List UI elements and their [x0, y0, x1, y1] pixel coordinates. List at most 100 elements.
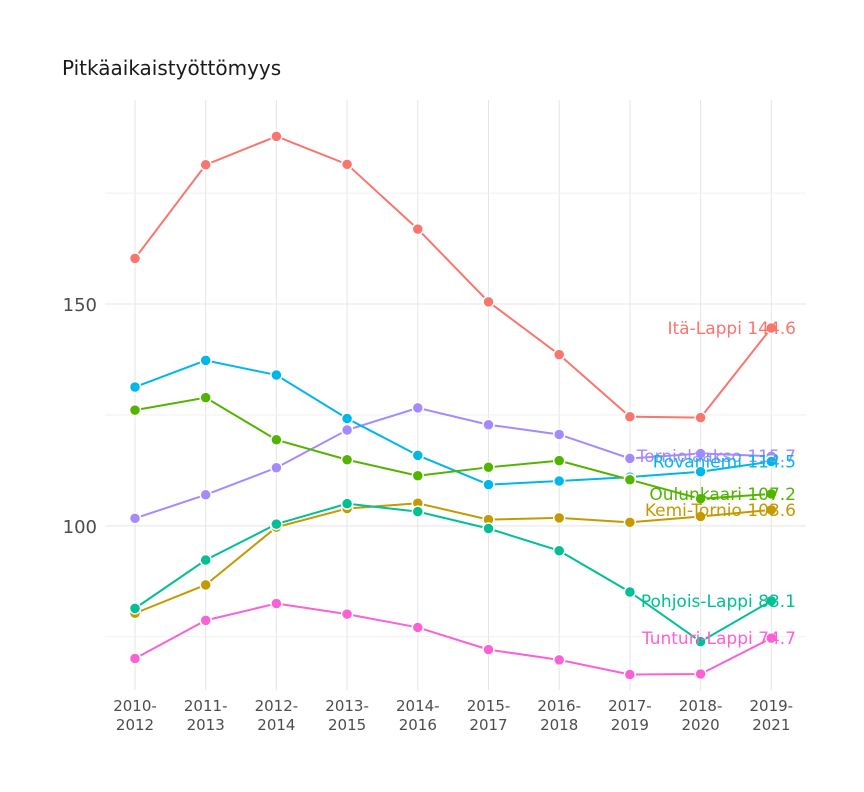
data-point-oulunkaari: [340, 453, 354, 467]
data-point-oulunkaari: [128, 403, 142, 417]
x-tick-label-line: 2018: [540, 716, 578, 734]
x-tick-label-line: 2021: [752, 716, 790, 734]
x-tick-label-line: 2019: [611, 716, 649, 734]
series-line-oulunkaari: [134, 396, 772, 500]
data-point-tunturi-lappi: [482, 643, 495, 656]
data-point-tunturi-lappi: [340, 607, 354, 621]
data-point-oulunkaari: [270, 433, 283, 447]
end-label-tunturi-lappi: Tunturi-Lappi 74.7: [641, 629, 796, 649]
y-tick-label: 100: [63, 517, 97, 538]
x-tick-label-line: 2012-: [255, 697, 299, 715]
x-tick-label: 2015-2017: [467, 697, 511, 734]
data-point-oulunkaari: [411, 469, 425, 482]
data-point-torniolaakso: [552, 428, 566, 441]
x-tick-label: 2017-2019: [608, 697, 652, 734]
chart-title: Pitkäaikaistyöttömyys: [62, 56, 282, 80]
data-point-tunturi-lappi: [199, 614, 212, 627]
data-point-it-lappi: [340, 158, 354, 171]
x-tick-label-line: 2014-: [396, 697, 440, 715]
data-point-pohjois-lappi: [411, 505, 425, 518]
data-point-pohjois-lappi: [552, 544, 566, 557]
data-point-tunturi-lappi: [552, 653, 566, 667]
data-point-tunturi-lappi: [694, 667, 707, 681]
series-line-rovaniemi: [134, 359, 772, 486]
data-point-rovaniemi: [128, 380, 142, 394]
x-tick-label-line: 2017: [469, 716, 507, 734]
data-point-tunturi-lappi: [623, 668, 637, 681]
x-tick-label-line: 2015: [328, 716, 366, 734]
grid-layer: [105, 100, 806, 690]
data-point-it-lappi: [199, 158, 212, 172]
data-point-it-lappi: [765, 321, 778, 335]
data-point-torniolaakso: [270, 461, 283, 475]
data-point-torniolaakso: [694, 447, 707, 460]
x-tick-label-line: 2010-: [113, 697, 157, 715]
series-line-torniolaakso: [134, 406, 772, 520]
data-point-kemi-tornio: [623, 516, 637, 529]
data-point-torniolaakso: [411, 401, 425, 415]
data-point-it-lappi: [411, 222, 425, 236]
x-tick-label-line: 2013: [187, 716, 225, 734]
data-point-rovaniemi: [340, 412, 354, 425]
data-point-torniolaakso: [340, 423, 354, 437]
data-point-torniolaakso: [623, 452, 637, 465]
end-label-kemi-tornio: Kemi-Tornio 103.6: [645, 501, 796, 521]
data-point-it-lappi: [623, 410, 637, 423]
data-point-oulunkaari: [694, 492, 707, 506]
series-line-kemi-tornio: [134, 502, 772, 615]
x-tick-label-line: 2015-: [467, 697, 511, 715]
x-tick-label: 2011-2013: [184, 697, 228, 734]
data-point-tunturi-lappi: [270, 597, 283, 610]
x-tick-label: 2019-2021: [750, 697, 794, 734]
x-tick-label-line: 2017-: [608, 697, 652, 715]
data-point-pohjois-lappi: [199, 553, 212, 567]
data-point-rovaniemi: [482, 478, 495, 491]
data-point-torniolaakso: [199, 488, 212, 502]
x-tick-label: 2012-2014: [255, 697, 299, 734]
data-point-it-lappi: [128, 252, 142, 265]
data-point-oulunkaari: [765, 487, 778, 501]
end-labels: Itä-Lappi 144.6 Torniolaakso 115.7Rovanie…: [636, 319, 796, 649]
x-tick-label: 2013-2015: [325, 697, 369, 734]
data-point-rovaniemi: [694, 465, 707, 478]
x-tick-label: 2016-2018: [537, 697, 581, 734]
data-point-rovaniemi: [270, 368, 283, 382]
data-point-pohjois-lappi: [694, 635, 707, 648]
end-label-oulunkaari: Oulunkaari 107.2: [649, 485, 796, 505]
data-point-tunturi-lappi: [411, 621, 425, 634]
x-tick-label: 2010-2012: [113, 697, 157, 734]
x-tick-label: 2014-2016: [396, 697, 440, 734]
data-point-pohjois-lappi: [765, 594, 778, 608]
x-tick-label-line: 2019-: [750, 697, 794, 715]
data-point-pohjois-lappi: [482, 522, 495, 535]
end-label-pohjois-lappi: Pohjois-Lappi 83.1: [641, 592, 796, 612]
x-tick-label-line: 2016: [399, 716, 437, 734]
data-point-tunturi-lappi: [765, 631, 778, 645]
data-point-it-lappi: [552, 348, 566, 361]
series-layer: [128, 130, 778, 681]
data-point-tunturi-lappi: [128, 652, 142, 665]
x-tick-label-line: 2011-: [184, 697, 228, 715]
data-point-rovaniemi: [552, 474, 566, 488]
data-point-it-lappi: [270, 130, 283, 143]
data-point-rovaniemi: [199, 354, 212, 367]
series-line-tunturi-lappi: [134, 602, 772, 676]
data-point-rovaniemi: [411, 449, 425, 462]
data-point-kemi-tornio: [694, 510, 707, 523]
series-line-pohjois-lappi: [134, 502, 772, 643]
data-point-kemi-tornio: [552, 511, 566, 525]
x-tick-label-line: 2016-: [537, 697, 581, 715]
x-tick-label: 2018-2020: [679, 697, 723, 734]
data-point-pohjois-lappi: [623, 585, 637, 599]
x-tick-label-line: 2020: [682, 716, 720, 734]
end-label-rovaniemi: Rovaniemi 114.5: [653, 453, 796, 473]
data-point-kemi-tornio: [199, 578, 212, 592]
x-tick-labels: 2010-2012 2011-2013 2012-2014 2013-2015 2014…: [113, 697, 793, 734]
data-point-pohjois-lappi: [270, 517, 283, 531]
data-point-it-lappi: [694, 411, 707, 424]
data-point-oulunkaari: [623, 473, 637, 486]
data-point-torniolaakso: [482, 418, 495, 431]
x-tick-label-line: 2014: [257, 716, 295, 734]
data-point-oulunkaari: [199, 391, 212, 404]
data-point-torniolaakso: [128, 512, 142, 525]
